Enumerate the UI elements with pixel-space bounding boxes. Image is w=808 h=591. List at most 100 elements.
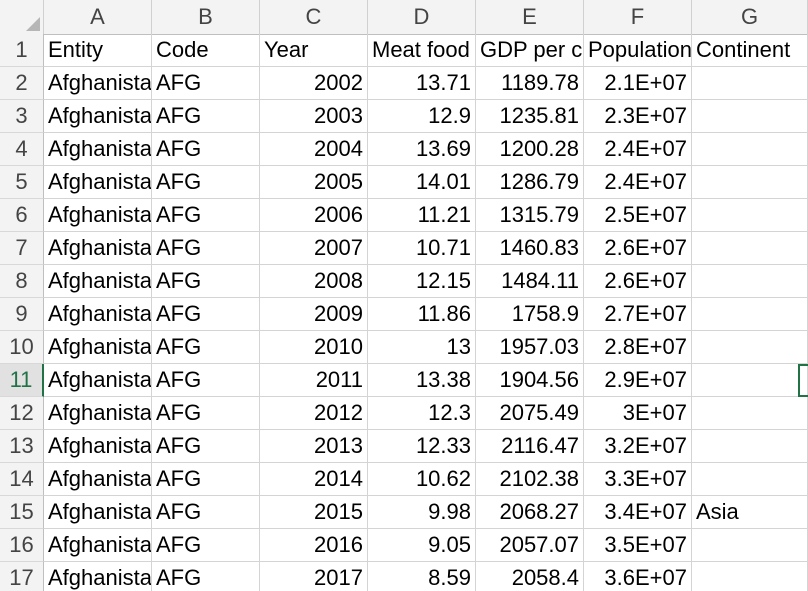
- cell-e5[interactable]: 1286.79: [476, 166, 584, 199]
- cell-b1[interactable]: Code: [152, 34, 260, 67]
- cell-g6[interactable]: [692, 199, 808, 232]
- cell-a8[interactable]: Afghanista: [44, 265, 152, 298]
- cell-b3[interactable]: AFG: [152, 100, 260, 133]
- cell-f13[interactable]: 3.2E+07: [584, 430, 692, 463]
- cell-g3[interactable]: [692, 100, 808, 133]
- cell-f15[interactable]: 3.4E+07: [584, 496, 692, 529]
- cell-b17[interactable]: AFG: [152, 562, 260, 591]
- cell-b11[interactable]: AFG: [152, 364, 260, 397]
- cell-c8[interactable]: 2008: [260, 265, 368, 298]
- cell-d11[interactable]: 13.38: [368, 364, 476, 397]
- column-header-e[interactable]: E: [476, 0, 584, 34]
- cell-b15[interactable]: AFG: [152, 496, 260, 529]
- cell-d14[interactable]: 10.62: [368, 463, 476, 496]
- cell-g15[interactable]: Asia: [692, 496, 808, 529]
- cell-d10[interactable]: 13: [368, 331, 476, 364]
- cell-a13[interactable]: Afghanista: [44, 430, 152, 463]
- row-header[interactable]: 17: [0, 562, 44, 591]
- cell-a10[interactable]: Afghanista: [44, 331, 152, 364]
- cell-d13[interactable]: 12.33: [368, 430, 476, 463]
- cell-a14[interactable]: Afghanista: [44, 463, 152, 496]
- cell-a3[interactable]: Afghanista: [44, 100, 152, 133]
- cell-d2[interactable]: 13.71: [368, 67, 476, 100]
- cell-a4[interactable]: Afghanista: [44, 133, 152, 166]
- cell-a15[interactable]: Afghanista: [44, 496, 152, 529]
- cell-e12[interactable]: 2075.49: [476, 397, 584, 430]
- column-header-g[interactable]: G: [692, 0, 808, 34]
- cell-d16[interactable]: 9.05: [368, 529, 476, 562]
- cell-d6[interactable]: 11.21: [368, 199, 476, 232]
- cell-b10[interactable]: AFG: [152, 331, 260, 364]
- cell-f1[interactable]: Population: [584, 34, 692, 67]
- row-header[interactable]: 14: [0, 463, 44, 496]
- cell-g9[interactable]: [692, 298, 808, 331]
- cell-c10[interactable]: 2010: [260, 331, 368, 364]
- select-all-button[interactable]: [0, 0, 44, 34]
- cell-f17[interactable]: 3.6E+07: [584, 562, 692, 591]
- cell-f14[interactable]: 3.3E+07: [584, 463, 692, 496]
- cell-c12[interactable]: 2012: [260, 397, 368, 430]
- cell-c9[interactable]: 2009: [260, 298, 368, 331]
- cell-b14[interactable]: AFG: [152, 463, 260, 496]
- cell-g5[interactable]: [692, 166, 808, 199]
- cell-c16[interactable]: 2016: [260, 529, 368, 562]
- cell-d9[interactable]: 11.86: [368, 298, 476, 331]
- cell-b16[interactable]: AFG: [152, 529, 260, 562]
- row-header[interactable]: 13: [0, 430, 44, 463]
- column-header-b[interactable]: B: [152, 0, 260, 34]
- cell-c4[interactable]: 2004: [260, 133, 368, 166]
- cell-b13[interactable]: AFG: [152, 430, 260, 463]
- cell-c17[interactable]: 2017: [260, 562, 368, 591]
- row-header[interactable]: 7: [0, 232, 44, 265]
- row-header[interactable]: 16: [0, 529, 44, 562]
- cell-b4[interactable]: AFG: [152, 133, 260, 166]
- row-header[interactable]: 1: [0, 34, 44, 67]
- cell-e7[interactable]: 1460.83: [476, 232, 584, 265]
- cell-e11[interactable]: 1904.56: [476, 364, 584, 397]
- cell-e15[interactable]: 2068.27: [476, 496, 584, 529]
- cell-a5[interactable]: Afghanista: [44, 166, 152, 199]
- row-header[interactable]: 2: [0, 67, 44, 100]
- cell-e9[interactable]: 1758.9: [476, 298, 584, 331]
- column-header-a[interactable]: A: [44, 0, 152, 34]
- row-header[interactable]: 8: [0, 265, 44, 298]
- cell-g2[interactable]: [692, 67, 808, 100]
- cell-f6[interactable]: 2.5E+07: [584, 199, 692, 232]
- cell-d1[interactable]: Meat food: [368, 34, 476, 67]
- column-header-f[interactable]: F: [584, 0, 692, 34]
- cell-g7[interactable]: [692, 232, 808, 265]
- cell-e8[interactable]: 1484.11: [476, 265, 584, 298]
- cell-b7[interactable]: AFG: [152, 232, 260, 265]
- cell-d7[interactable]: 10.71: [368, 232, 476, 265]
- cell-a6[interactable]: Afghanista: [44, 199, 152, 232]
- cell-g4[interactable]: [692, 133, 808, 166]
- row-header[interactable]: 6: [0, 199, 44, 232]
- cell-b12[interactable]: AFG: [152, 397, 260, 430]
- cell-c15[interactable]: 2015: [260, 496, 368, 529]
- cell-d15[interactable]: 9.98: [368, 496, 476, 529]
- cell-a1[interactable]: Entity: [44, 34, 152, 67]
- cell-g12[interactable]: [692, 397, 808, 430]
- cell-f8[interactable]: 2.6E+07: [584, 265, 692, 298]
- cell-g16[interactable]: [692, 529, 808, 562]
- cell-c11[interactable]: 2011: [260, 364, 368, 397]
- cell-e14[interactable]: 2102.38: [476, 463, 584, 496]
- cell-f16[interactable]: 3.5E+07: [584, 529, 692, 562]
- cell-b8[interactable]: AFG: [152, 265, 260, 298]
- cell-b2[interactable]: AFG: [152, 67, 260, 100]
- cell-e3[interactable]: 1235.81: [476, 100, 584, 133]
- cell-f11[interactable]: 2.9E+07: [584, 364, 692, 397]
- cell-g8[interactable]: [692, 265, 808, 298]
- cell-c2[interactable]: 2002: [260, 67, 368, 100]
- cell-g17[interactable]: [692, 562, 808, 591]
- cell-d8[interactable]: 12.15: [368, 265, 476, 298]
- cell-f4[interactable]: 2.4E+07: [584, 133, 692, 166]
- cell-d12[interactable]: 12.3: [368, 397, 476, 430]
- row-header[interactable]: 10: [0, 331, 44, 364]
- cell-f10[interactable]: 2.8E+07: [584, 331, 692, 364]
- column-header-d[interactable]: D: [368, 0, 476, 34]
- cell-f12[interactable]: 3E+07: [584, 397, 692, 430]
- cell-a12[interactable]: Afghanista: [44, 397, 152, 430]
- cell-c1[interactable]: Year: [260, 34, 368, 67]
- cell-a17[interactable]: Afghanista: [44, 562, 152, 591]
